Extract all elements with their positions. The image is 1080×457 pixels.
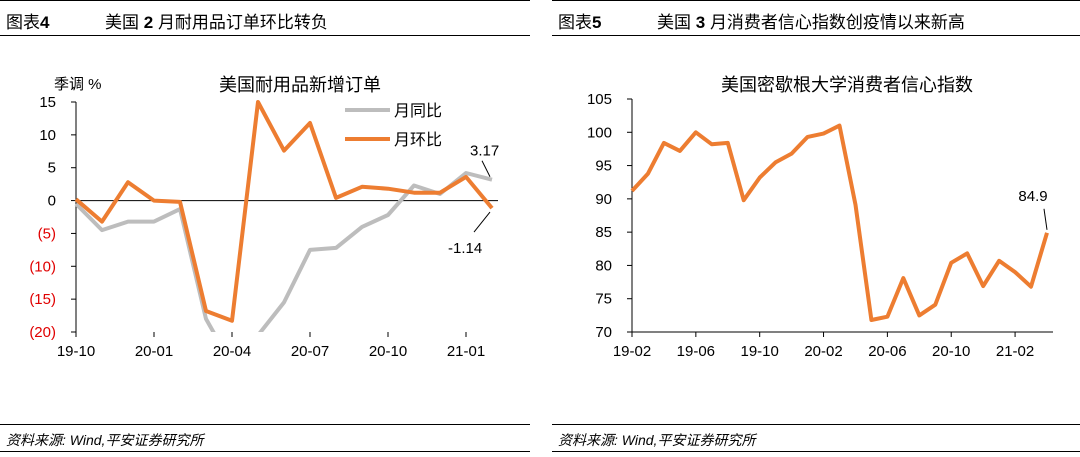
y-tick-label: (20) [29,324,56,341]
series-line [74,100,494,323]
x-tick-label: 19-02 [613,343,651,360]
x-tick-label: 20-10 [932,343,970,360]
figure-header: 图表5 美国 3 月消费者信心指数创疫情以来新高 [552,0,1080,36]
y-tick-label: (15) [29,291,56,308]
y-tick-label: 85 [595,224,612,241]
y-tick-label: 90 [595,191,612,208]
x-tick-label: 20-10 [369,343,407,360]
chart-title: 美国耐用品新增订单 [219,75,381,95]
series-line [74,171,493,332]
x-tick-label: 21-02 [996,343,1034,360]
y-tick-label: 100 [587,124,612,141]
figure-header: 图表4 美国 2 月耐用品订单环比转负 [0,0,530,36]
source-note: 资料来源: Wind,平安证券研究所 [0,424,530,452]
y-tick-label: 70 [595,324,612,341]
chart-title: 美国密歇根大学消费者信心指数 [721,75,973,95]
y-tick-label: 95 [595,158,612,175]
data-label: -1.14 [448,240,482,257]
y-tick-label: 80 [595,257,612,274]
figure-label: 图表5 [558,13,602,32]
figure-label: 图表4 [6,13,50,32]
x-tick-label: 20-07 [291,343,329,360]
figure-heading: 美国 2 月耐用品订单环比转负 [105,13,328,32]
x-tick-label: 20-01 [135,343,173,360]
y-tick-label: 15 [39,94,56,111]
y-tick-label: (10) [29,258,56,275]
x-tick-label: 19-10 [57,343,95,360]
figure-heading: 美国 3 月消费者信心指数创疫情以来新高 [657,13,965,32]
x-tick-label: 20-04 [213,343,251,360]
left-chart-panel: 图表4 美国 2 月耐用品订单环比转负 美国耐用品新增订单 季调 % 15 10 5 0 (… [0,0,530,457]
x-tick-label: 21-01 [447,343,485,360]
y-tick-label: (5) [38,225,56,242]
y-tick-label: 5 [48,160,56,177]
annotation-leader [481,160,491,177]
x-tick-label: 20-02 [804,343,842,360]
x-tick-label: 19-10 [741,343,779,360]
legend-label: 月环比 [394,131,442,149]
legend-label: 月同比 [394,102,442,120]
x-tick-label: 19-06 [677,343,715,360]
y-tick-label: 0 [48,193,56,210]
y-tick-label: 105 [587,91,612,108]
source-note: 资料来源: Wind,平安证券研究所 [552,424,1080,452]
data-label: 3.17 [470,143,499,160]
durable-goods-chart: 美国耐用品新增订单 季调 %15 10 5 0 (5) (10) (15) (20)19-10 2… [29,75,499,360]
annotation-leader [473,211,491,233]
data-label: 84.9 [1018,188,1047,205]
series-line [630,123,1049,322]
annotation-leader [1043,208,1048,230]
y-tick-label: 75 [595,291,612,308]
right-chart-panel: 图表5 美国 3 月消费者信心指数创疫情以来新高 美国密歇根大学消费者信心指数 1… [552,0,1080,457]
y-tick-label: 10 [39,127,56,144]
x-tick-label: 20-06 [868,343,906,360]
y-axis-label: 季调 % [54,76,102,93]
